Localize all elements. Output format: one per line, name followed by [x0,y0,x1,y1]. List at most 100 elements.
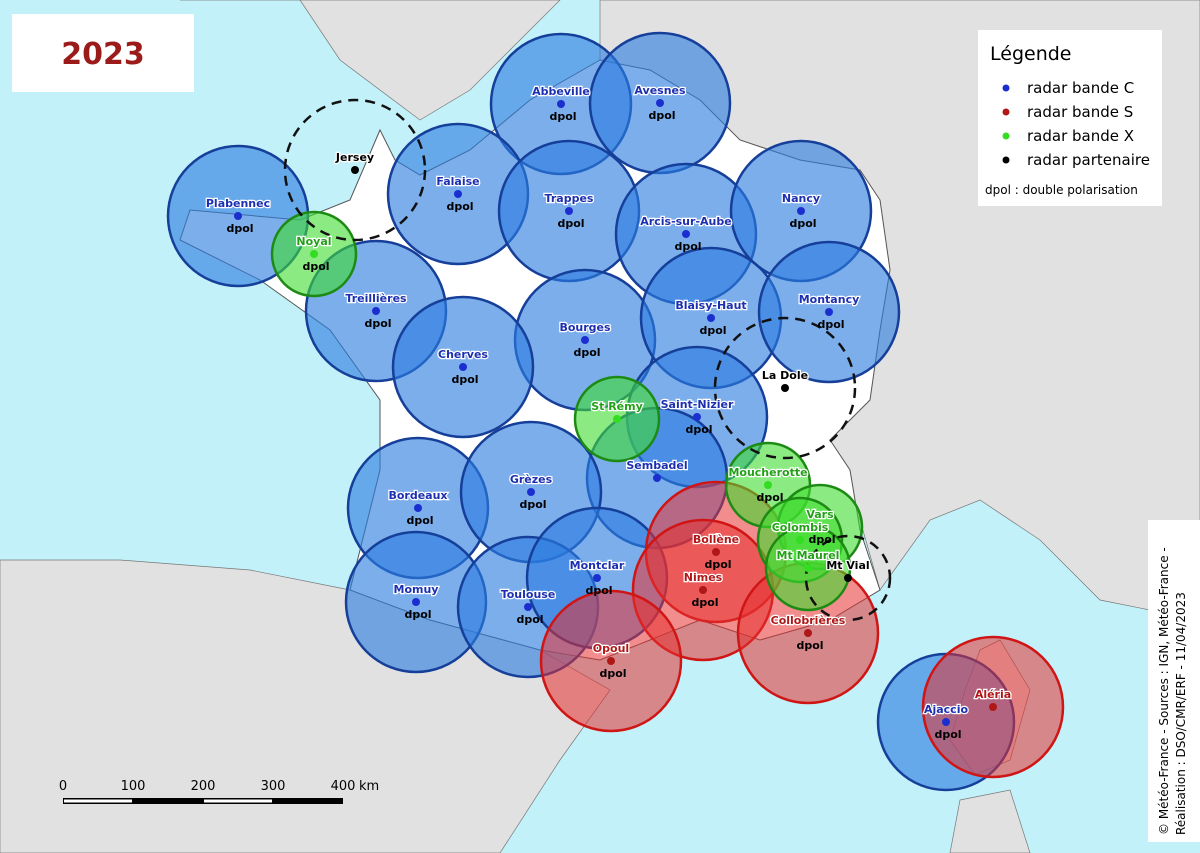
radar-site [527,488,535,496]
radar-site [412,598,420,606]
legend-note: dpol : double polarisation [985,183,1138,197]
radar-coverage [713,316,857,460]
radar-name: Nimes [684,571,723,584]
radar-site [804,629,812,637]
radar-coverage [283,98,427,242]
radar-site [656,99,664,107]
radar-dpol: dpol [648,109,675,122]
radar-name: Blaisy-Haut [675,299,746,312]
radar-dpol: dpol [934,728,961,741]
legend-label: radar partenaire [1027,151,1150,169]
radar-name: Opoul [593,642,629,655]
title-box [12,14,194,92]
radar-name: Treillières [345,292,407,305]
radar-name: Collobrières [771,614,846,627]
sardinia [949,789,1031,853]
scale-bar-segment [64,799,132,803]
radar-dpol: dpol [789,217,816,230]
radar-dpol: dpol [674,240,701,253]
radar-name: St Rémy [591,400,643,413]
radar-site [593,574,601,582]
radar-dpol: dpol [519,498,546,511]
radar-dpol: dpol [364,317,391,330]
radar-dpol: dpol [817,318,844,331]
radar-coverage [804,534,892,622]
radar-dpol: dpol [599,667,626,680]
radar-dpol: dpol [549,110,576,123]
legend-marker [1002,132,1010,140]
radar-dpol: dpol [451,373,478,386]
radar-site [653,474,661,482]
radar-name: Bollène [693,533,739,546]
title: 2023 [61,37,145,72]
scale-bar: 0 100 200 300 400 km [59,779,379,804]
radar-site [234,212,242,220]
radar-site [781,384,789,392]
radar-name: Montancy [799,293,860,306]
radar-name: Mt Maurel [777,549,840,562]
legend-label: radar bande C [1027,79,1134,97]
radar-site [565,207,573,215]
radar-name: Arcis-sur-Aube [640,215,731,228]
radar-site [844,574,852,582]
radar-dpol: dpol [404,608,431,621]
radar-name: Grèzes [510,473,553,486]
scale-unit: km [359,779,379,794]
radar-name: Colombis [772,521,829,534]
radar-name: Toulouse [501,588,556,601]
radar-dpol: dpol [585,584,612,597]
radar-name: Vars [806,508,834,521]
radar-site [816,523,824,531]
radar-site [707,314,715,322]
radar-name: La Dole [762,369,808,382]
radar-name: Mt Vial [826,559,869,572]
radar-site [310,250,318,258]
scale-bar-segment [63,798,343,804]
radar-dpol: dpol [796,639,823,652]
radar-dpol: dpol [226,222,253,235]
radar-name: Sembadel [626,459,687,472]
radar-dpol: dpol [406,514,433,527]
radar-name: Cherves [438,348,488,361]
legend-label: radar bande X [1027,127,1134,145]
credit-line: © Météo-France - Sources : IGN, Météo-Fr… [1157,547,1171,835]
radar-site [764,481,772,489]
radar-name: Moucherotte [728,466,807,479]
radar-site [351,166,359,174]
radar-dpol: dpol [699,324,726,337]
radar-site [682,230,690,238]
scale-bar-segment [204,799,272,803]
radar-name: Montclar [570,559,625,572]
legend-box [978,30,1162,206]
radar-site [459,363,467,371]
legend-title: Légende [990,43,1071,65]
radar-name: Saint-Nizier [661,398,734,411]
radar-layer: Abbeville dpol Avesnes dpol Plabennec dpol Fal… [166,31,1065,792]
radar-site [372,307,380,315]
radar-site [942,718,950,726]
radar-name: Abbeville [532,85,590,98]
radar-site [825,308,833,316]
legend: radar bande C radar bande S radar bande X r… [1002,79,1150,169]
radar-name: Bordeaux [388,489,447,502]
radar-name: Noyal [296,235,331,248]
radar-dpol: dpol [808,533,835,546]
radar-dpol: dpol [756,491,783,504]
radar-site [607,657,615,665]
radar-dpol: dpol [691,596,718,609]
radar-site [557,100,565,108]
radar-site [804,564,812,572]
radar-site [796,536,804,544]
radar-site [454,190,462,198]
scale-tick-label: 400 [331,779,356,794]
legend-label: radar bande S [1027,103,1133,121]
legend-marker [1002,84,1010,92]
radar-name: Momuy [394,583,439,596]
radar-name: Plabennec [206,197,270,210]
scale-tick-label: 200 [191,779,216,794]
radar-site [699,586,707,594]
radar-site [989,703,997,711]
radar-dpol: dpol [302,260,329,273]
radar-site [693,413,701,421]
